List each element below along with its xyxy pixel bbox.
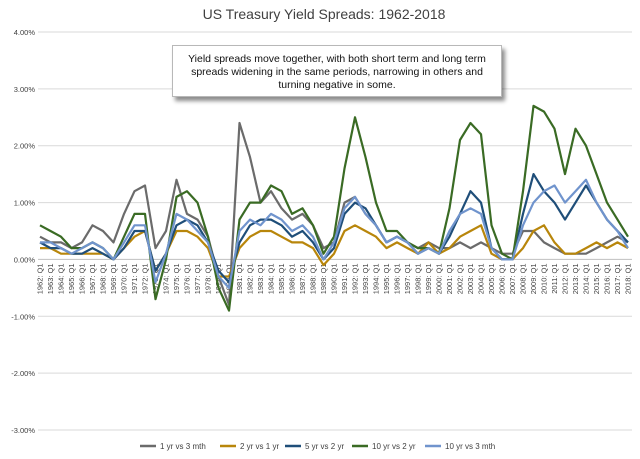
legend-label: 5 yr vs 2 yr (305, 442, 344, 451)
x-tick-label: 2008: Q1 (519, 263, 528, 294)
x-tick-label: 2002: Q1 (456, 263, 465, 294)
y-tick-label: -1.00% (11, 312, 35, 321)
x-tick-label: 2001: Q1 (445, 263, 454, 294)
x-tick-label: 1970: Q1 (120, 263, 129, 294)
x-tick-label: 1984: Q1 (267, 263, 276, 294)
x-tick-label: 1967: Q1 (88, 263, 97, 294)
x-tick-label: 1968: Q1 (99, 263, 108, 294)
x-tick-label: 1985: Q1 (277, 263, 286, 294)
x-tick-label: 1972: Q1 (141, 263, 150, 294)
x-tick-label: 1990: Q1 (330, 263, 339, 294)
x-tick-label: 2003: Q1 (466, 263, 475, 294)
series-line (40, 178, 629, 289)
x-tick-label: 1963: Q1 (46, 263, 55, 294)
x-tick-label: 1977: Q1 (193, 263, 202, 294)
x-tick-label: 1987: Q1 (298, 263, 307, 294)
x-tick-label: 1965: Q1 (67, 263, 76, 294)
legend-label: 1 yr vs 3 mth (160, 442, 206, 451)
x-tick-label: 1978: Q1 (204, 263, 213, 294)
legend-label: 2 yr vs 1 yr (240, 442, 279, 451)
x-tick-label: 1962: Q1 (36, 263, 45, 294)
x-tick-label: 2014: Q1 (582, 263, 591, 294)
x-axis: 1962: Q1 1963: Q1 1964: Q1 1965: Q1 1966: Q1… (36, 263, 633, 294)
x-tick-label: 2009: Q1 (529, 263, 538, 294)
x-tick-label: 1975: Q1 (172, 263, 181, 294)
y-tick-label: -2.00% (11, 369, 35, 378)
x-tick-label: 2005: Q1 (487, 263, 496, 294)
x-tick-label: 1974: Q1 (162, 263, 171, 294)
y-tick-label: -3.00% (11, 426, 35, 435)
x-tick-label: 2010: Q1 (540, 263, 549, 294)
x-tick-label: 1995: Q1 (382, 263, 391, 294)
x-tick-label: 2013: Q1 (571, 263, 580, 294)
x-tick-label: 1969: Q1 (109, 263, 118, 294)
x-tick-label: 1976: Q1 (183, 263, 192, 294)
x-tick-label: 2000: Q1 (435, 263, 444, 294)
y-tick-label: 2.00% (14, 142, 36, 151)
x-tick-label: 2017: Q1 (613, 263, 622, 294)
y-axis: -3.00% -2.00% -1.00% 0.00% 1.00% 2.00% 3.00% 4.… (11, 28, 35, 435)
x-tick-label: 2012: Q1 (561, 263, 570, 294)
y-tick-label: 1.00% (14, 199, 36, 208)
x-tick-label: 1986: Q1 (288, 263, 297, 294)
y-tick-label: 0.00% (14, 255, 36, 264)
legend: 1 yr vs 3 mth 2 yr vs 1 yr 5 yr vs 2 yr 10 … (140, 442, 495, 451)
x-tick-label: 1991: Q1 (340, 263, 349, 294)
chart-title: US Treasury Yield Spreads: 1962-2018 (203, 6, 446, 22)
x-tick-label: 1982: Q1 (246, 263, 255, 294)
x-tick-label: 2011: Q1 (550, 263, 559, 293)
x-tick-label: 1997: Q1 (403, 263, 412, 294)
x-tick-label: 1989: Q1 (319, 263, 328, 294)
x-tick-label: 2018: Q1 (624, 263, 633, 294)
x-tick-label: 1981: Q1 (235, 263, 244, 294)
x-tick-label: 2007: Q1 (508, 263, 517, 294)
legend-label: 10 yr vs 2 yr (372, 442, 416, 451)
x-tick-label: 1966: Q1 (78, 263, 87, 294)
x-tick-label: 2004: Q1 (477, 263, 486, 294)
gridlines (38, 31, 632, 431)
y-tick-label: 3.00% (14, 85, 36, 94)
legend-label: 10 yr vs 3 mth (445, 442, 495, 451)
series-line (39, 173, 629, 284)
x-tick-label: 1996: Q1 (393, 263, 402, 294)
chart-annotation: Yield spreads move together, with both s… (172, 45, 502, 97)
x-tick-label: 1992: Q1 (351, 263, 360, 294)
x-tick-label: 1964: Q1 (57, 263, 66, 294)
x-tick-label: 2016: Q1 (603, 263, 612, 294)
series-line (40, 224, 629, 278)
x-tick-label: 2006: Q1 (498, 263, 507, 294)
x-tick-label: 1988: Q1 (309, 263, 318, 294)
x-tick-label: 1983: Q1 (256, 263, 265, 294)
x-tick-label: 1994: Q1 (372, 263, 381, 294)
series-line (39, 104, 629, 312)
x-tick-label: 1999: Q1 (424, 263, 433, 294)
y-tick-label: 4.00% (14, 28, 36, 37)
series-lines (39, 104, 629, 312)
x-tick-label: 2015: Q1 (592, 263, 601, 294)
x-tick-label: 1993: Q1 (361, 263, 370, 294)
x-tick-label: 1971: Q1 (130, 263, 139, 294)
x-tick-label: 1998: Q1 (414, 263, 423, 294)
